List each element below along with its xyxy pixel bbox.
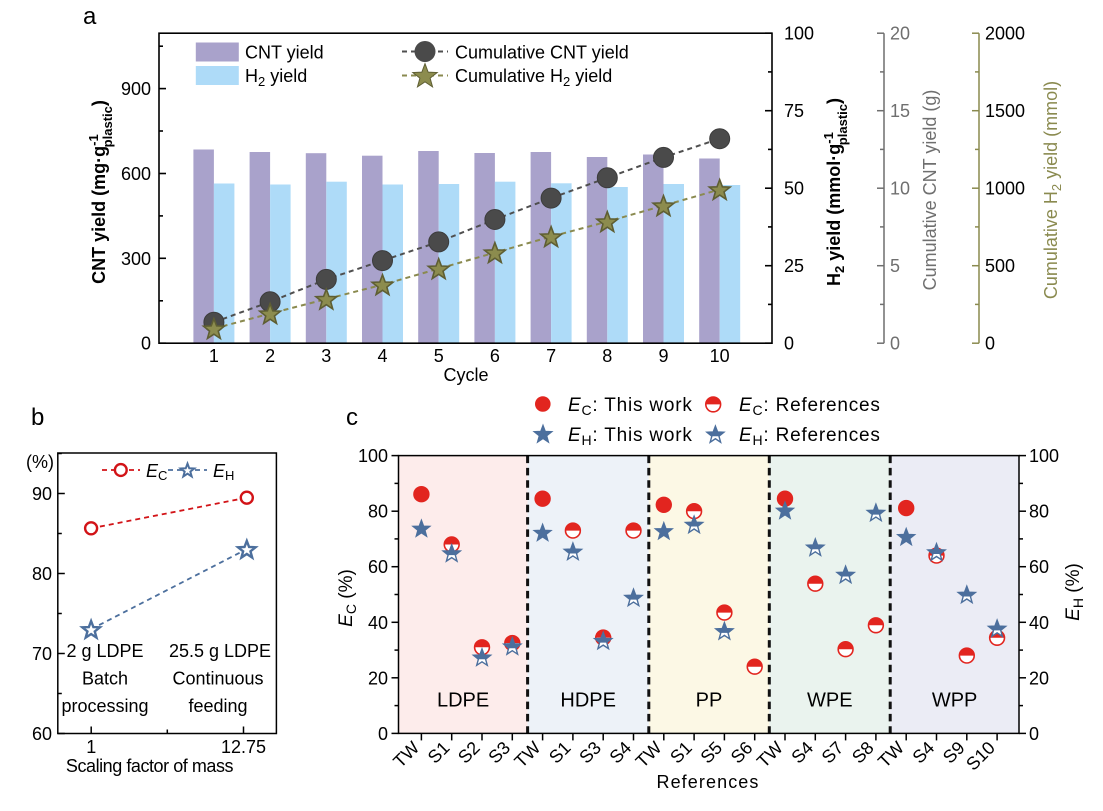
svg-text:3: 3 [321,346,331,366]
svg-text:50: 50 [784,179,804,199]
svg-text:75: 75 [784,101,804,121]
svg-text:WPE: WPE [807,690,853,712]
svg-text:80: 80 [1029,502,1049,522]
svg-text:EC (%): EC (%) [336,569,359,627]
svg-text:2 g LDPE: 2 g LDPE [66,641,143,661]
svg-text:0: 0 [1029,724,1039,744]
svg-text:600: 600 [121,164,151,184]
svg-text:feeding: feeding [188,696,247,716]
svg-text:a: a [83,3,97,30]
svg-text:LDPE: LDPE [437,690,489,712]
svg-text:Cumulative H2 yield (mmol): Cumulative H2 yield (mmol) [1041,81,1064,299]
svg-text:1500: 1500 [985,101,1025,121]
svg-text:1: 1 [86,737,96,757]
svg-text:60: 60 [368,557,388,577]
svg-text:100: 100 [784,24,814,44]
svg-text:2000: 2000 [985,24,1025,44]
svg-text:80: 80 [32,564,52,584]
svg-text:40: 40 [1029,613,1049,633]
svg-text:Cycle: Cycle [443,365,488,385]
svg-text:10: 10 [890,179,910,199]
svg-text:b: b [31,404,44,431]
svg-text:CNT yield: CNT yield [245,43,324,63]
svg-text:5: 5 [434,346,444,366]
svg-text:5: 5 [890,256,900,276]
svg-text:10: 10 [710,346,730,366]
svg-text:EH: References: EH: References [739,425,881,448]
svg-text:PP: PP [696,690,723,712]
svg-text:25.5 g LDPE: 25.5 g LDPE [169,641,271,661]
svg-text:8: 8 [602,346,612,366]
svg-text:90: 90 [32,484,52,504]
svg-text:80: 80 [368,502,388,522]
svg-text:0: 0 [784,334,794,354]
svg-text:25: 25 [784,256,804,276]
svg-text:4: 4 [377,346,387,366]
svg-text:1: 1 [209,346,219,366]
svg-text:References: References [656,772,759,792]
svg-text:900: 900 [121,79,151,99]
svg-text:EC: References: EC: References [739,395,881,418]
svg-text:processing: processing [61,696,148,716]
svg-text:c: c [346,404,358,431]
svg-text:20: 20 [1029,668,1049,688]
svg-text:H2 yield: H2 yield [245,66,307,89]
svg-text:0: 0 [141,334,151,354]
svg-text:15: 15 [890,101,910,121]
svg-text:0: 0 [378,724,388,744]
svg-text:300: 300 [121,249,151,269]
svg-text:40: 40 [368,613,388,633]
svg-text:0: 0 [985,334,995,354]
svg-text:HDPE: HDPE [560,690,616,712]
svg-text:20: 20 [890,24,910,44]
svg-text:(%): (%) [26,452,54,472]
svg-text:Cumulative CNT yield: Cumulative CNT yield [455,43,629,63]
svg-text:60: 60 [32,724,52,744]
svg-text:500: 500 [985,256,1015,276]
svg-text:70: 70 [32,644,52,664]
svg-text:0: 0 [890,334,900,354]
svg-text:12.75: 12.75 [221,737,266,757]
svg-text:Cumulative CNT yield (g): Cumulative CNT yield (g) [920,90,940,291]
svg-text:WPP: WPP [932,690,978,712]
svg-text:100: 100 [358,446,388,466]
svg-text:Continuous: Continuous [172,669,263,689]
svg-text:100: 100 [1029,446,1059,466]
svg-text:9: 9 [658,346,668,366]
svg-text:60: 60 [1029,557,1049,577]
svg-text:Batch: Batch [82,669,128,689]
svg-text:20: 20 [368,668,388,688]
svg-text:1000: 1000 [985,179,1025,199]
svg-text:Scaling factor of mass: Scaling factor of mass [66,756,234,776]
svg-text:2: 2 [265,346,275,366]
svg-text:EH: This work: EH: This work [568,425,693,448]
svg-text:Cumulative H2 yield: Cumulative H2 yield [455,66,612,89]
svg-text:EC: This work: EC: This work [568,395,693,418]
svg-text:6: 6 [490,346,500,366]
svg-text:EH (%): EH (%) [1063,563,1086,621]
svg-text:7: 7 [546,346,556,366]
